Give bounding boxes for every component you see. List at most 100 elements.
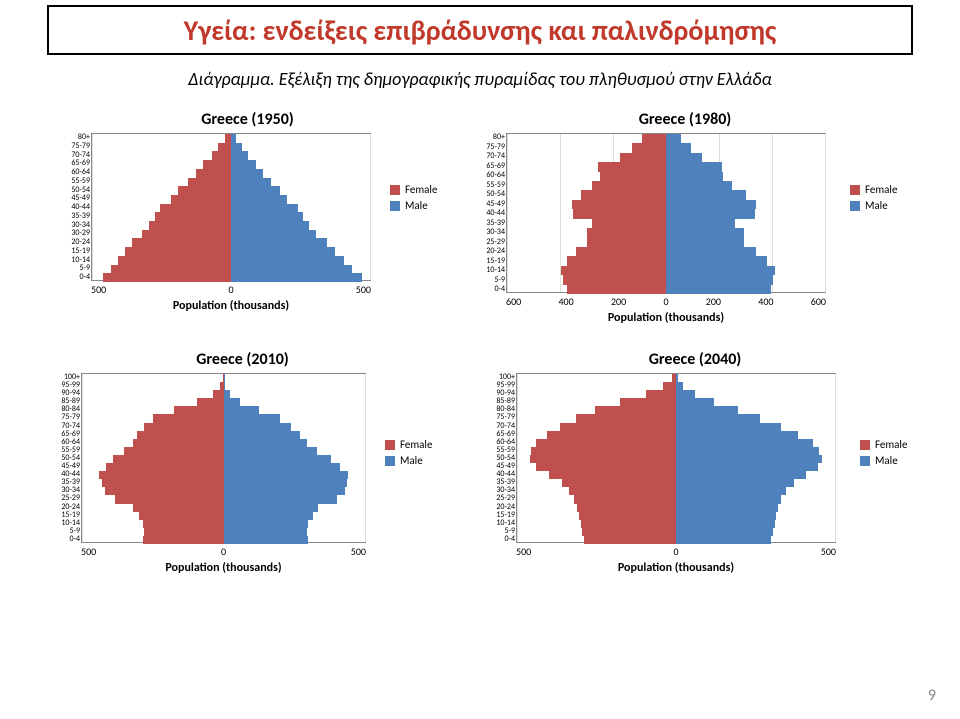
y-tick-label: 0-4 — [45, 535, 80, 543]
bar-male — [666, 172, 723, 181]
bar-male — [231, 169, 263, 178]
y-tick-label: 15-19 — [55, 247, 90, 255]
bar-male — [224, 398, 241, 406]
bar-male — [676, 414, 760, 422]
y-axis-labels: 80+75-7970-7465-6960-6455-5950-5445-4940… — [55, 133, 91, 281]
bar-female — [213, 390, 224, 398]
bar-female — [103, 273, 231, 282]
bar-row — [517, 487, 835, 495]
bar-row — [92, 151, 370, 160]
bar-female — [561, 266, 666, 275]
bar-male — [666, 162, 722, 171]
bar-female — [573, 209, 666, 218]
bar-row — [507, 162, 825, 171]
bar-male — [224, 528, 307, 536]
bar-female — [99, 471, 224, 479]
bar-female — [592, 219, 666, 228]
x-tick-label: 500 — [821, 545, 836, 558]
x-axis-ticks: 5000500 — [91, 283, 371, 296]
legend-item-female: Female — [860, 438, 907, 451]
legend-swatch-male — [860, 456, 870, 466]
bar-male — [676, 479, 794, 487]
slide-title: Υγεία: ενδείξεις επιβράδυνσης και παλινδ… — [184, 13, 777, 48]
bar-female — [132, 238, 231, 247]
pyramid-chart-g1980: Greece (1980)80+75-7970-7465-6960-6455-5… — [470, 110, 900, 325]
x-tick-label: 500 — [516, 545, 531, 558]
legend-label-female: Female — [865, 183, 897, 196]
bar-female — [212, 151, 231, 160]
bar-female — [124, 447, 223, 455]
y-tick-label: 20-24 — [470, 247, 505, 255]
bar-female — [106, 463, 223, 471]
bar-female — [171, 195, 231, 204]
y-tick-label: 0-4 — [470, 285, 505, 293]
bar-female — [581, 520, 676, 528]
bar-male — [231, 247, 335, 256]
bar-male — [231, 143, 242, 152]
x-tick-label: 500 — [356, 283, 371, 296]
bar-female — [620, 398, 676, 406]
bar-row — [92, 247, 370, 256]
bar-male — [676, 455, 822, 463]
bar-male — [676, 504, 778, 512]
bar-row — [82, 390, 365, 398]
bar-row — [82, 423, 365, 431]
bar-male — [666, 200, 756, 209]
bar-male — [224, 414, 281, 422]
bar-male — [666, 219, 735, 228]
legend-label-female: Female — [400, 438, 432, 451]
slide-title-box: Υγεία: ενδείξεις επιβράδυνσης και παλινδ… — [47, 5, 913, 55]
bar-female — [133, 439, 224, 447]
legend-swatch-female — [860, 440, 870, 450]
bar-row — [92, 204, 370, 213]
legend-swatch-male — [390, 201, 400, 211]
y-tick-label: 75-79 — [55, 142, 90, 150]
chart-title: Greece (1950) — [55, 110, 440, 129]
bar-male — [224, 455, 332, 463]
bar-male — [676, 423, 781, 431]
legend-swatch-female — [850, 185, 860, 195]
bar-female — [642, 134, 666, 143]
bar-female — [595, 406, 676, 414]
bar-female — [536, 463, 676, 471]
bar-male — [676, 512, 776, 520]
bar-female — [102, 479, 224, 487]
bar-female — [153, 414, 224, 422]
bar-row — [507, 209, 825, 218]
y-tick-label: 75-79 — [470, 143, 505, 151]
bar-female — [572, 200, 666, 209]
bar-row — [92, 169, 370, 178]
bar-female — [160, 204, 231, 213]
bar-row — [507, 153, 825, 162]
x-tick-label: 600 — [506, 295, 521, 308]
bar-male — [224, 447, 317, 455]
bar-female — [581, 190, 666, 199]
bar-female — [549, 471, 676, 479]
bar-female — [598, 162, 666, 171]
bar-male — [666, 143, 691, 152]
bar-male — [666, 134, 681, 143]
bar-male — [224, 431, 300, 439]
x-tick-label: 400 — [558, 295, 573, 308]
bar-row — [82, 512, 365, 520]
x-tick-label: 500 — [351, 545, 366, 558]
bar-male — [231, 195, 287, 204]
bar-male — [676, 528, 773, 536]
bar-row — [517, 528, 835, 536]
bars-layer — [92, 134, 370, 280]
bar-male — [666, 238, 744, 247]
bar-female — [113, 455, 223, 463]
bar-male — [224, 479, 347, 487]
bar-male — [231, 212, 303, 221]
bar-female — [663, 382, 676, 390]
legend-item-male: Male — [390, 199, 437, 212]
bar-male — [676, 520, 775, 528]
bar-female — [584, 536, 676, 544]
bar-male — [676, 487, 786, 495]
bar-male — [231, 273, 362, 282]
bar-row — [517, 463, 835, 471]
bar-row — [517, 495, 835, 503]
legend-swatch-female — [385, 440, 395, 450]
chart-title: Greece (2010) — [45, 350, 440, 369]
bar-female — [592, 181, 666, 190]
